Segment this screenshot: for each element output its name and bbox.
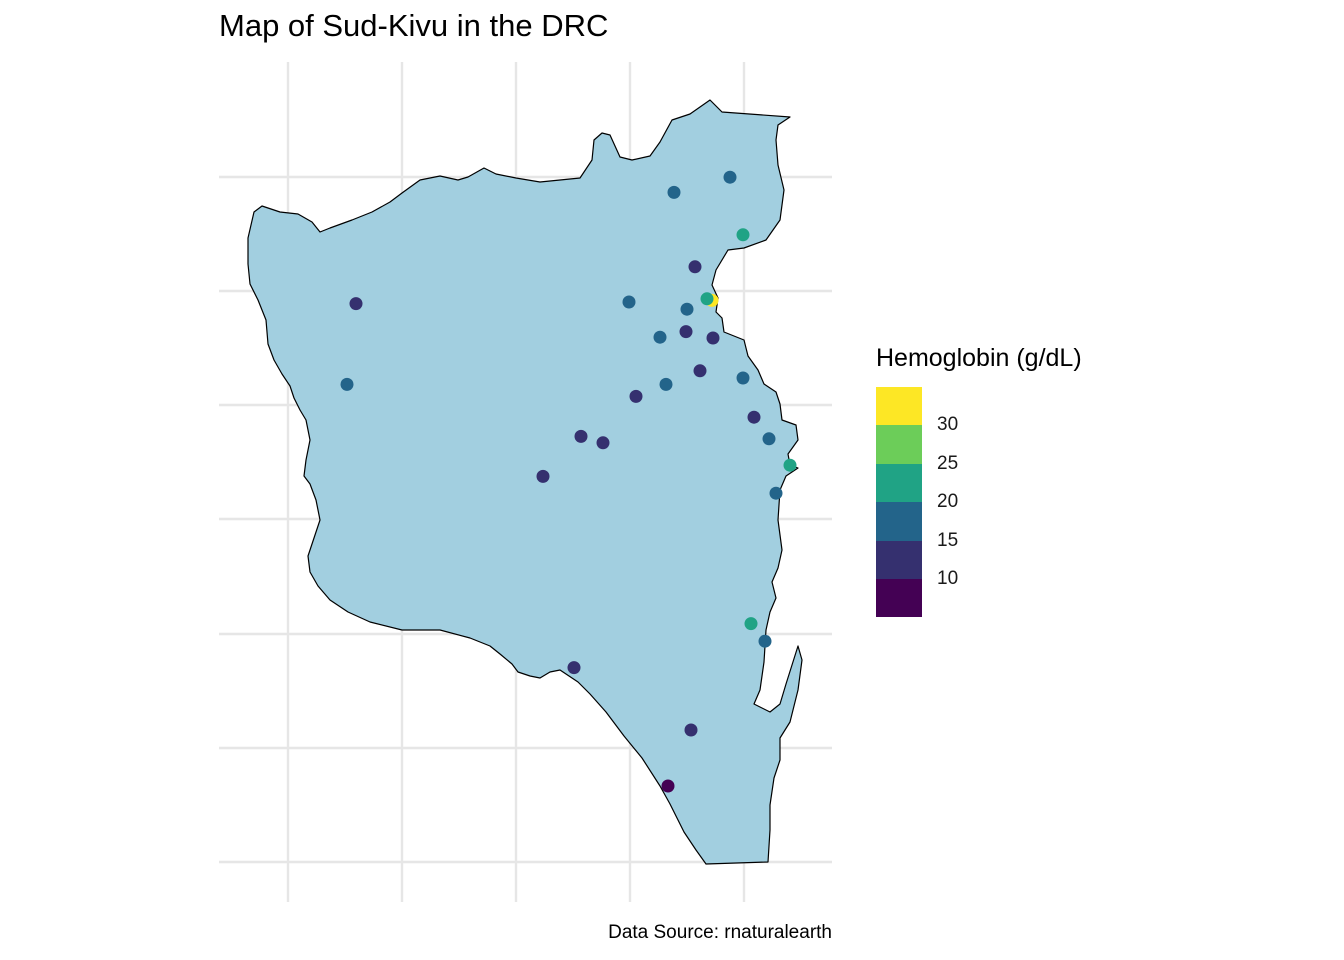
sample-point (622, 295, 636, 309)
legend-tick-label: 15 (937, 529, 959, 551)
sample-point (688, 260, 702, 274)
map-title: Map of Sud-Kivu in the DRC (219, 8, 609, 43)
sample-point (769, 486, 783, 500)
legend-swatch (876, 540, 922, 579)
legend-tick-label: 10 (937, 568, 959, 589)
sample-point (349, 297, 363, 311)
sample-point (783, 458, 797, 472)
sample-point (762, 432, 776, 446)
legend-swatch (876, 387, 922, 426)
sample-point (736, 371, 750, 385)
data-source-caption: Data Source: rnaturalearth (608, 922, 832, 943)
legend-title: Hemoglobin (g/dL) (876, 344, 1082, 372)
legend-swatch (876, 463, 922, 503)
sample-point (758, 634, 772, 648)
sample-point (661, 779, 675, 793)
sample-point (667, 185, 681, 199)
legend-tick-label: 25 (937, 452, 959, 474)
sample-point (680, 302, 694, 316)
sample-point (744, 617, 758, 631)
sample-point (629, 389, 643, 403)
sample-points (340, 170, 797, 793)
sample-point (723, 170, 737, 184)
sample-point (340, 377, 354, 391)
sample-point (693, 364, 707, 378)
legend-swatch (876, 578, 922, 618)
sample-point (679, 325, 693, 339)
sample-point (659, 377, 673, 391)
legend-colorbar (876, 387, 922, 618)
sud-kivu-region (247, 99, 803, 865)
legend-tick-label: 20 (937, 491, 959, 513)
legend-swatch (876, 502, 922, 541)
sample-point (536, 469, 550, 483)
sample-point (596, 436, 610, 450)
legend-swatch (876, 425, 922, 464)
sample-point (567, 661, 581, 675)
sample-point (574, 429, 588, 443)
sample-point (706, 331, 720, 345)
sample-point (747, 410, 761, 424)
sample-point (736, 228, 750, 242)
sample-point (684, 723, 698, 737)
sample-point (653, 330, 667, 344)
legend-tick-label: 30 (937, 414, 959, 436)
sample-point (700, 292, 714, 306)
